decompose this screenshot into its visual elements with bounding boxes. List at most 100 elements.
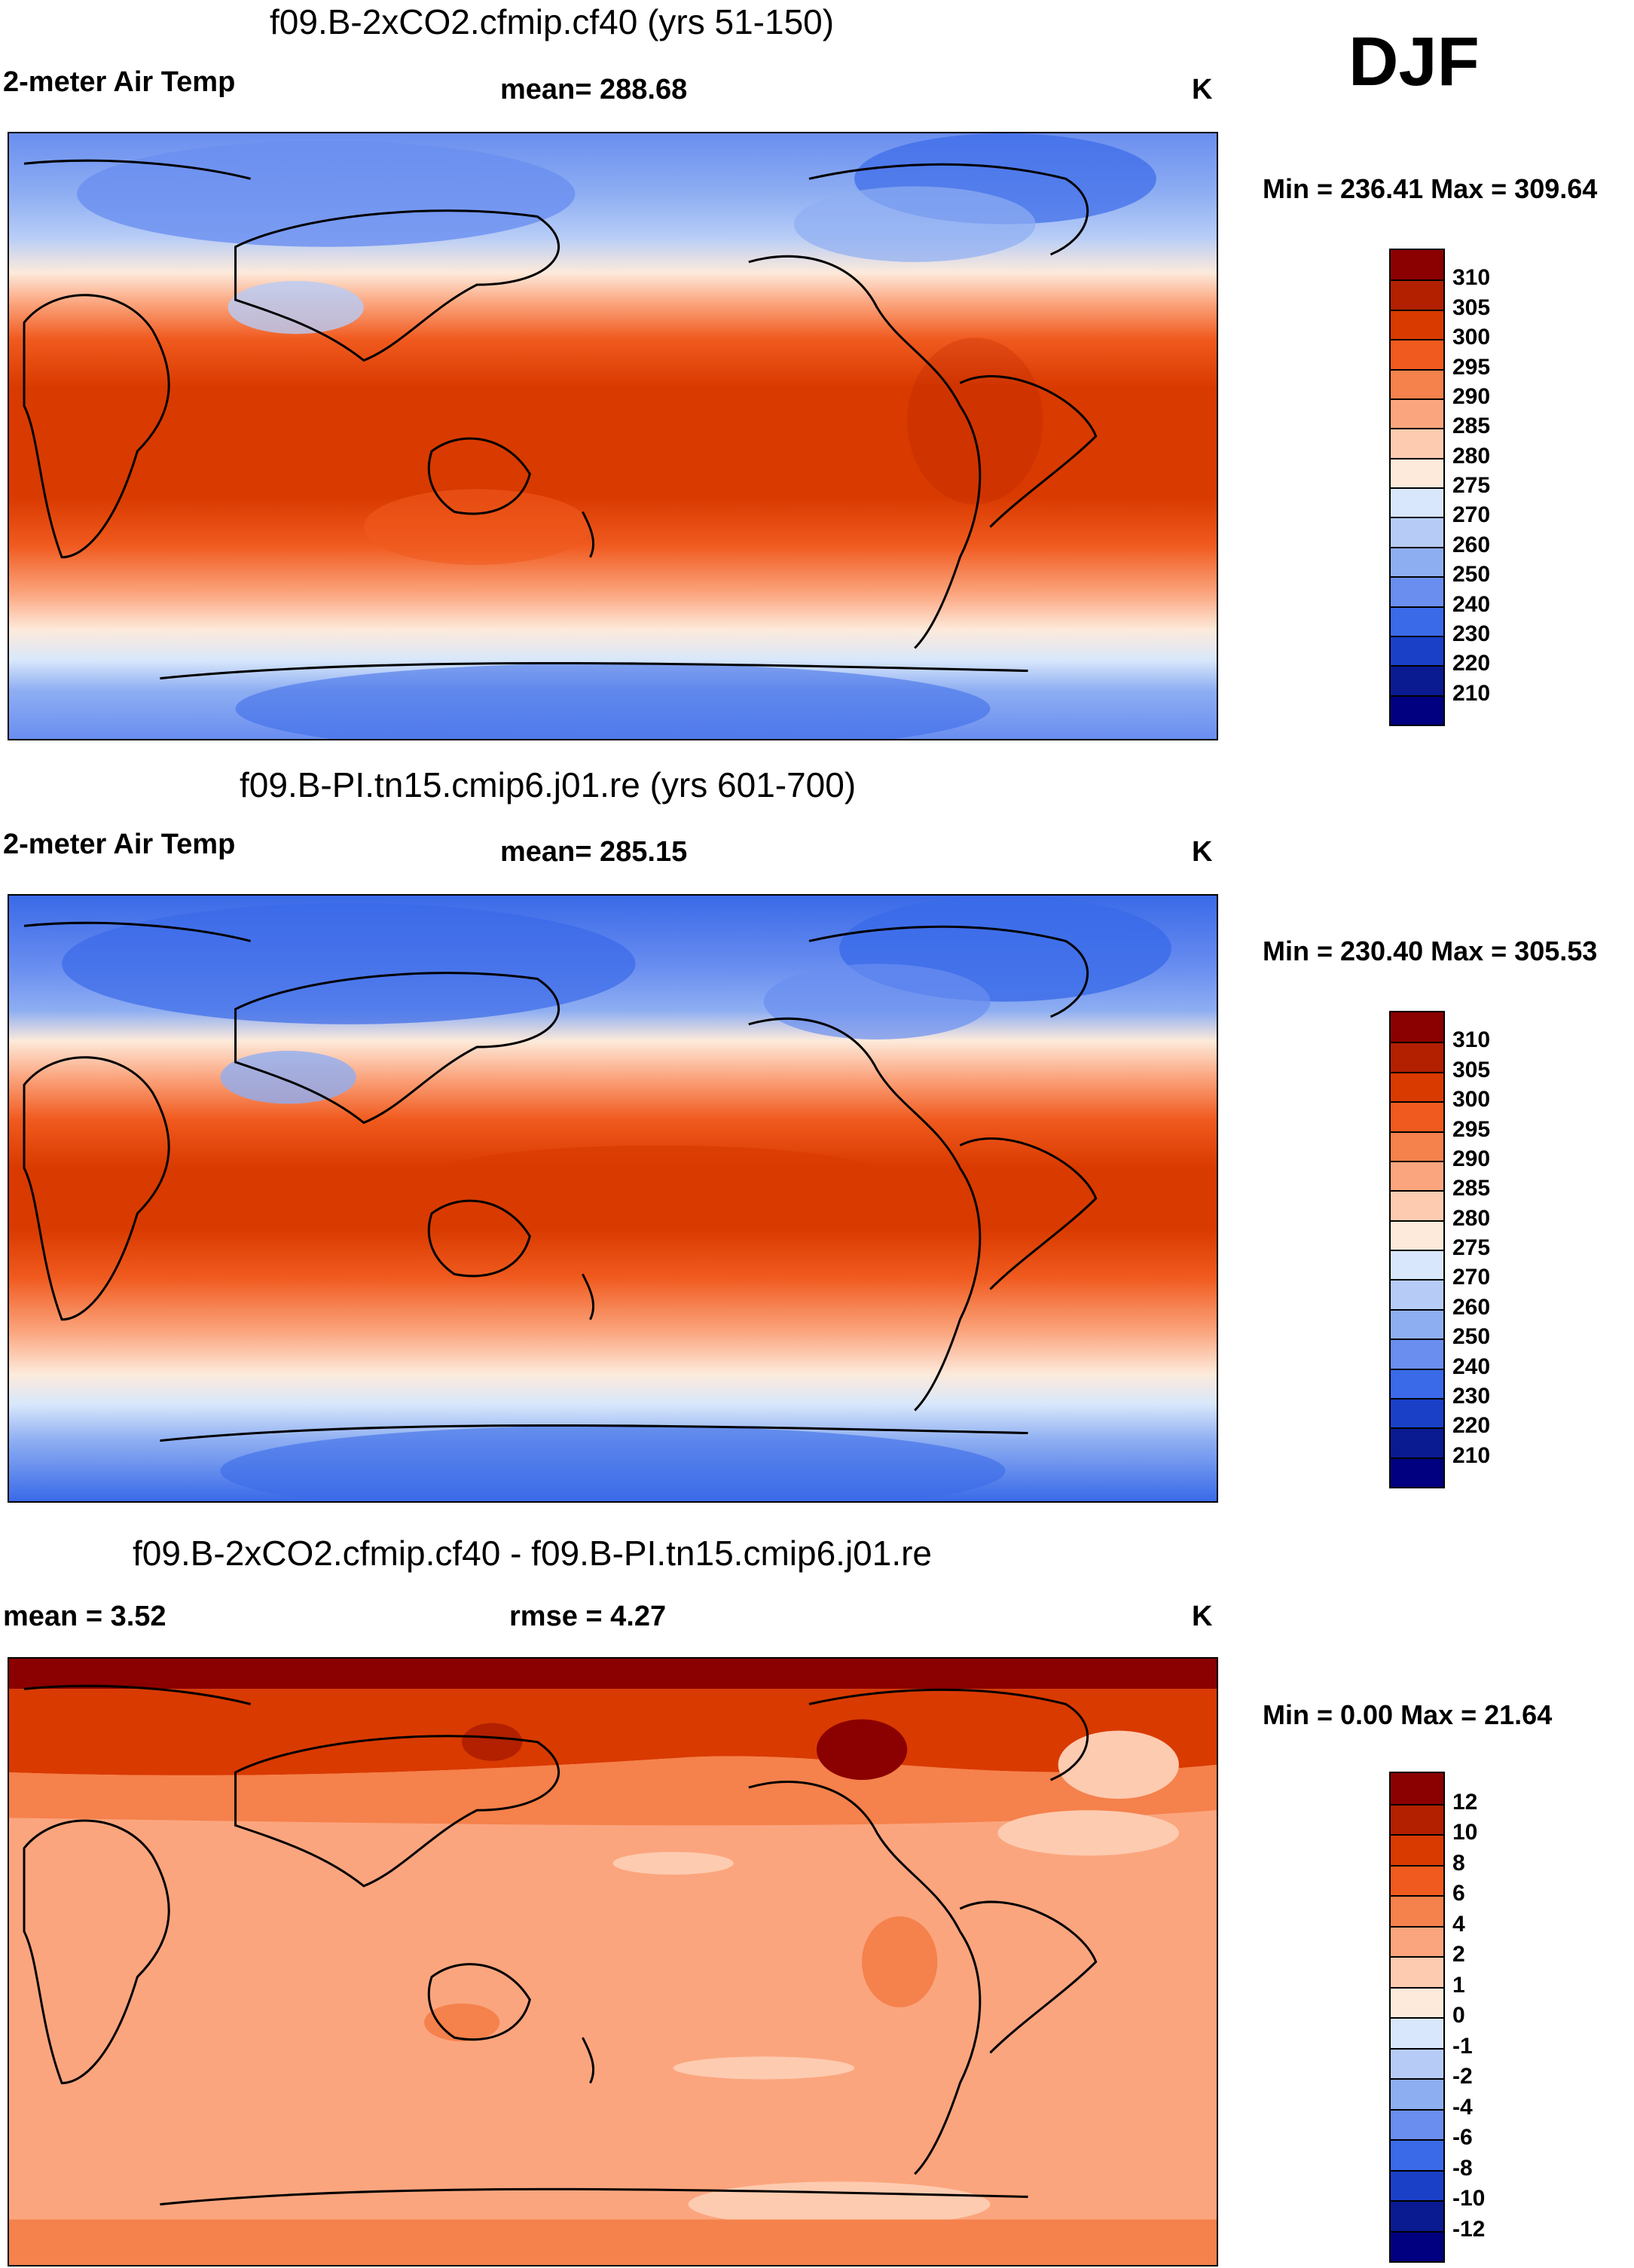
colorbar-tick-label: 260 [1452, 1294, 1491, 1320]
panel2-mean: mean= 285.15 [500, 836, 688, 868]
colorbar-swatch [1391, 2230, 1443, 2261]
panel3-units: K [1192, 1601, 1213, 1632]
colorbar-tick-label: 280 [1452, 443, 1491, 469]
colorbar-tick-label: 305 [1452, 295, 1491, 320]
colorbar-swatch [1391, 1071, 1443, 1102]
season-label: DJF [1348, 23, 1480, 100]
colorbar-tick-label: 310 [1452, 1027, 1491, 1053]
colorbar-tick-label: -12 [1452, 2216, 1486, 2242]
panel2-title: f09.B-PI.tn15.cmip6.j01.re (yrs 601-700) [240, 765, 857, 804]
colorbar-swatch [1391, 279, 1443, 310]
colorbar-swatch [1391, 1250, 1443, 1280]
colorbar-tick-label: -1 [1452, 2033, 1473, 2059]
colorbar-swatch [1391, 694, 1443, 725]
colorbar-swatch [1391, 1986, 1443, 2017]
colorbar-swatch [1391, 309, 1443, 340]
colorbar-swatch [1391, 546, 1443, 577]
colorbar-tick-label: -8 [1452, 2155, 1473, 2181]
panel2-colorbar [1389, 1011, 1445, 1488]
colorbar-tick-label: -2 [1452, 2064, 1473, 2089]
panel1-colorbar [1389, 249, 1445, 726]
colorbar-swatch [1391, 635, 1443, 666]
colorbar-tick-label: -4 [1452, 2094, 1473, 2120]
panel1-map [8, 132, 1218, 740]
panel1-minmax: Min = 236.41 Max = 309.64 [1263, 173, 1598, 204]
panel2-units: K [1192, 836, 1213, 868]
colorbar-swatch [1391, 2139, 1443, 2170]
colorbar-swatch [1391, 606, 1443, 636]
colorbar-tick-label: 290 [1452, 1146, 1491, 1171]
colorbar-tick-label: 285 [1452, 414, 1491, 439]
panel2-variable: 2-meter Air Temp [3, 829, 236, 860]
colorbar-swatch [1391, 1339, 1443, 1369]
colorbar-tick-label: 1 [1452, 1972, 1465, 1998]
colorbar-swatch [1391, 1457, 1443, 1487]
panel3-colorbar [1389, 1772, 1445, 2263]
colorbar-swatch [1391, 1925, 1443, 1956]
colorbar-tick-label: 8 [1452, 1850, 1465, 1876]
colorbar-swatch [1391, 457, 1443, 487]
colorbar-swatch [1391, 250, 1443, 280]
panel3-rmse: rmse = 4.27 [509, 1601, 667, 1632]
colorbar-tick-label: 10 [1452, 1820, 1478, 1845]
colorbar-tick-label: 305 [1452, 1057, 1491, 1082]
colorbar-swatch [1391, 1895, 1443, 1926]
colorbar-swatch [1391, 1131, 1443, 1161]
colorbar-swatch [1391, 1190, 1443, 1220]
colorbar-swatch [1391, 1042, 1443, 1072]
colorbar-swatch [1391, 368, 1443, 398]
colorbar-swatch [1391, 1219, 1443, 1250]
colorbar-tick-label: 275 [1452, 1235, 1491, 1260]
colorbar-tick-label: 285 [1452, 1176, 1491, 1201]
panel1-variable: 2-meter Air Temp [3, 66, 236, 98]
colorbar-swatch [1391, 2200, 1443, 2231]
colorbar-tick-label: 260 [1452, 532, 1491, 557]
colorbar-tick-label: 0 [1452, 2003, 1465, 2028]
colorbar-tick-label: 230 [1452, 621, 1491, 646]
colorbar-swatch [1391, 487, 1443, 517]
colorbar-tick-label: 6 [1452, 1881, 1465, 1906]
panel3-minmax: Min = 0.00 Max = 21.64 [1263, 1699, 1553, 1730]
colorbar-swatch [1391, 1012, 1443, 1042]
panel3-title: f09.B-2xCO2.cfmip.cf40 - f09.B-PI.tn15.c… [133, 1534, 933, 1573]
colorbar-swatch [1391, 665, 1443, 695]
colorbar-tick-label: 210 [1452, 680, 1491, 706]
colorbar-swatch [1391, 2017, 1443, 2048]
panel1-title: f09.B-2xCO2.cfmip.cf40 (yrs 51-150) [270, 2, 835, 41]
colorbar-tick-label: 2 [1452, 1942, 1465, 1967]
colorbar-tick-label: 295 [1452, 354, 1491, 380]
colorbar-tick-label: 210 [1452, 1442, 1491, 1468]
colorbar-tick-label: 250 [1452, 562, 1491, 588]
colorbar-swatch [1391, 398, 1443, 429]
colorbar-tick-label: 290 [1452, 383, 1491, 409]
panel2-map [8, 894, 1218, 1503]
colorbar-tick-label: -10 [1452, 2186, 1486, 2211]
colorbar-swatch [1391, 339, 1443, 369]
colorbar-swatch [1391, 1368, 1443, 1398]
colorbar-tick-label: 240 [1452, 591, 1491, 617]
colorbar-swatch [1391, 1956, 1443, 1987]
panel2-minmax: Min = 230.40 Max = 305.53 [1263, 936, 1598, 966]
colorbar-swatch [1391, 2108, 1443, 2139]
colorbar-tick-label: 250 [1452, 1324, 1491, 1350]
panel3-mean: mean = 3.52 [3, 1601, 166, 1632]
colorbar-tick-label: 270 [1452, 502, 1491, 528]
colorbar-swatch [1391, 1160, 1443, 1191]
colorbar-swatch [1391, 1773, 1443, 1804]
colorbar-swatch [1391, 1308, 1443, 1339]
colorbar-swatch [1391, 2078, 1443, 2109]
colorbar-swatch [1391, 1427, 1443, 1458]
colorbar-swatch [1391, 1834, 1443, 1865]
colorbar-swatch [1391, 576, 1443, 606]
colorbar-tick-label: 12 [1452, 1789, 1478, 1815]
colorbar-tick-label: 240 [1452, 1354, 1491, 1379]
colorbar-tick-label: 230 [1452, 1383, 1491, 1409]
colorbar-swatch [1391, 1803, 1443, 1834]
colorbar-tick-label: 300 [1452, 325, 1491, 350]
colorbar-tick-label: 295 [1452, 1116, 1491, 1142]
colorbar-tick-label: 275 [1452, 473, 1491, 498]
colorbar-swatch [1391, 1397, 1443, 1428]
colorbar-tick-label: 4 [1452, 1911, 1465, 1937]
panel1-mean: mean= 288.68 [500, 74, 688, 105]
colorbar-swatch [1391, 2047, 1443, 2078]
